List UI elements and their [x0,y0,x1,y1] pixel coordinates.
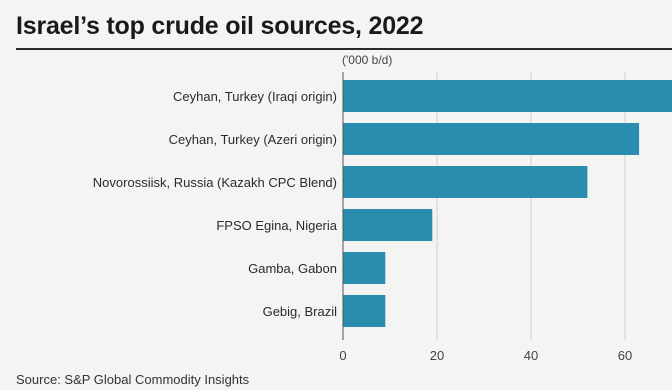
x-tick-label: 60 [618,348,632,363]
bar [343,209,433,241]
source-note: Source: S&P Global Commodity Insights [16,372,250,387]
bar [343,295,386,327]
bar [343,123,640,155]
x-tick-label: 40 [524,348,538,363]
bar [343,252,386,284]
category-label: Ceyhan, Turkey (Azeri origin) [169,132,337,147]
category-label: Gebig, Brazil [263,304,338,319]
x-tick-label: 0 [339,348,346,363]
bar [343,166,588,198]
title-rule [16,48,672,50]
category-label: FPSO Egina, Nigeria [216,218,337,233]
category-label: Gamba, Gabon [248,261,337,276]
category-label: Novorossiisk, Russia (Kazakh CPC Blend) [93,175,337,190]
unit-label: ('000 b/d) [342,53,393,67]
bar [343,80,672,112]
x-tick-label: 20 [430,348,444,363]
chart-title: Israel’s top crude oil sources, 2022 [16,12,424,40]
category-label: Ceyhan, Turkey (Iraqi origin) [173,89,337,104]
